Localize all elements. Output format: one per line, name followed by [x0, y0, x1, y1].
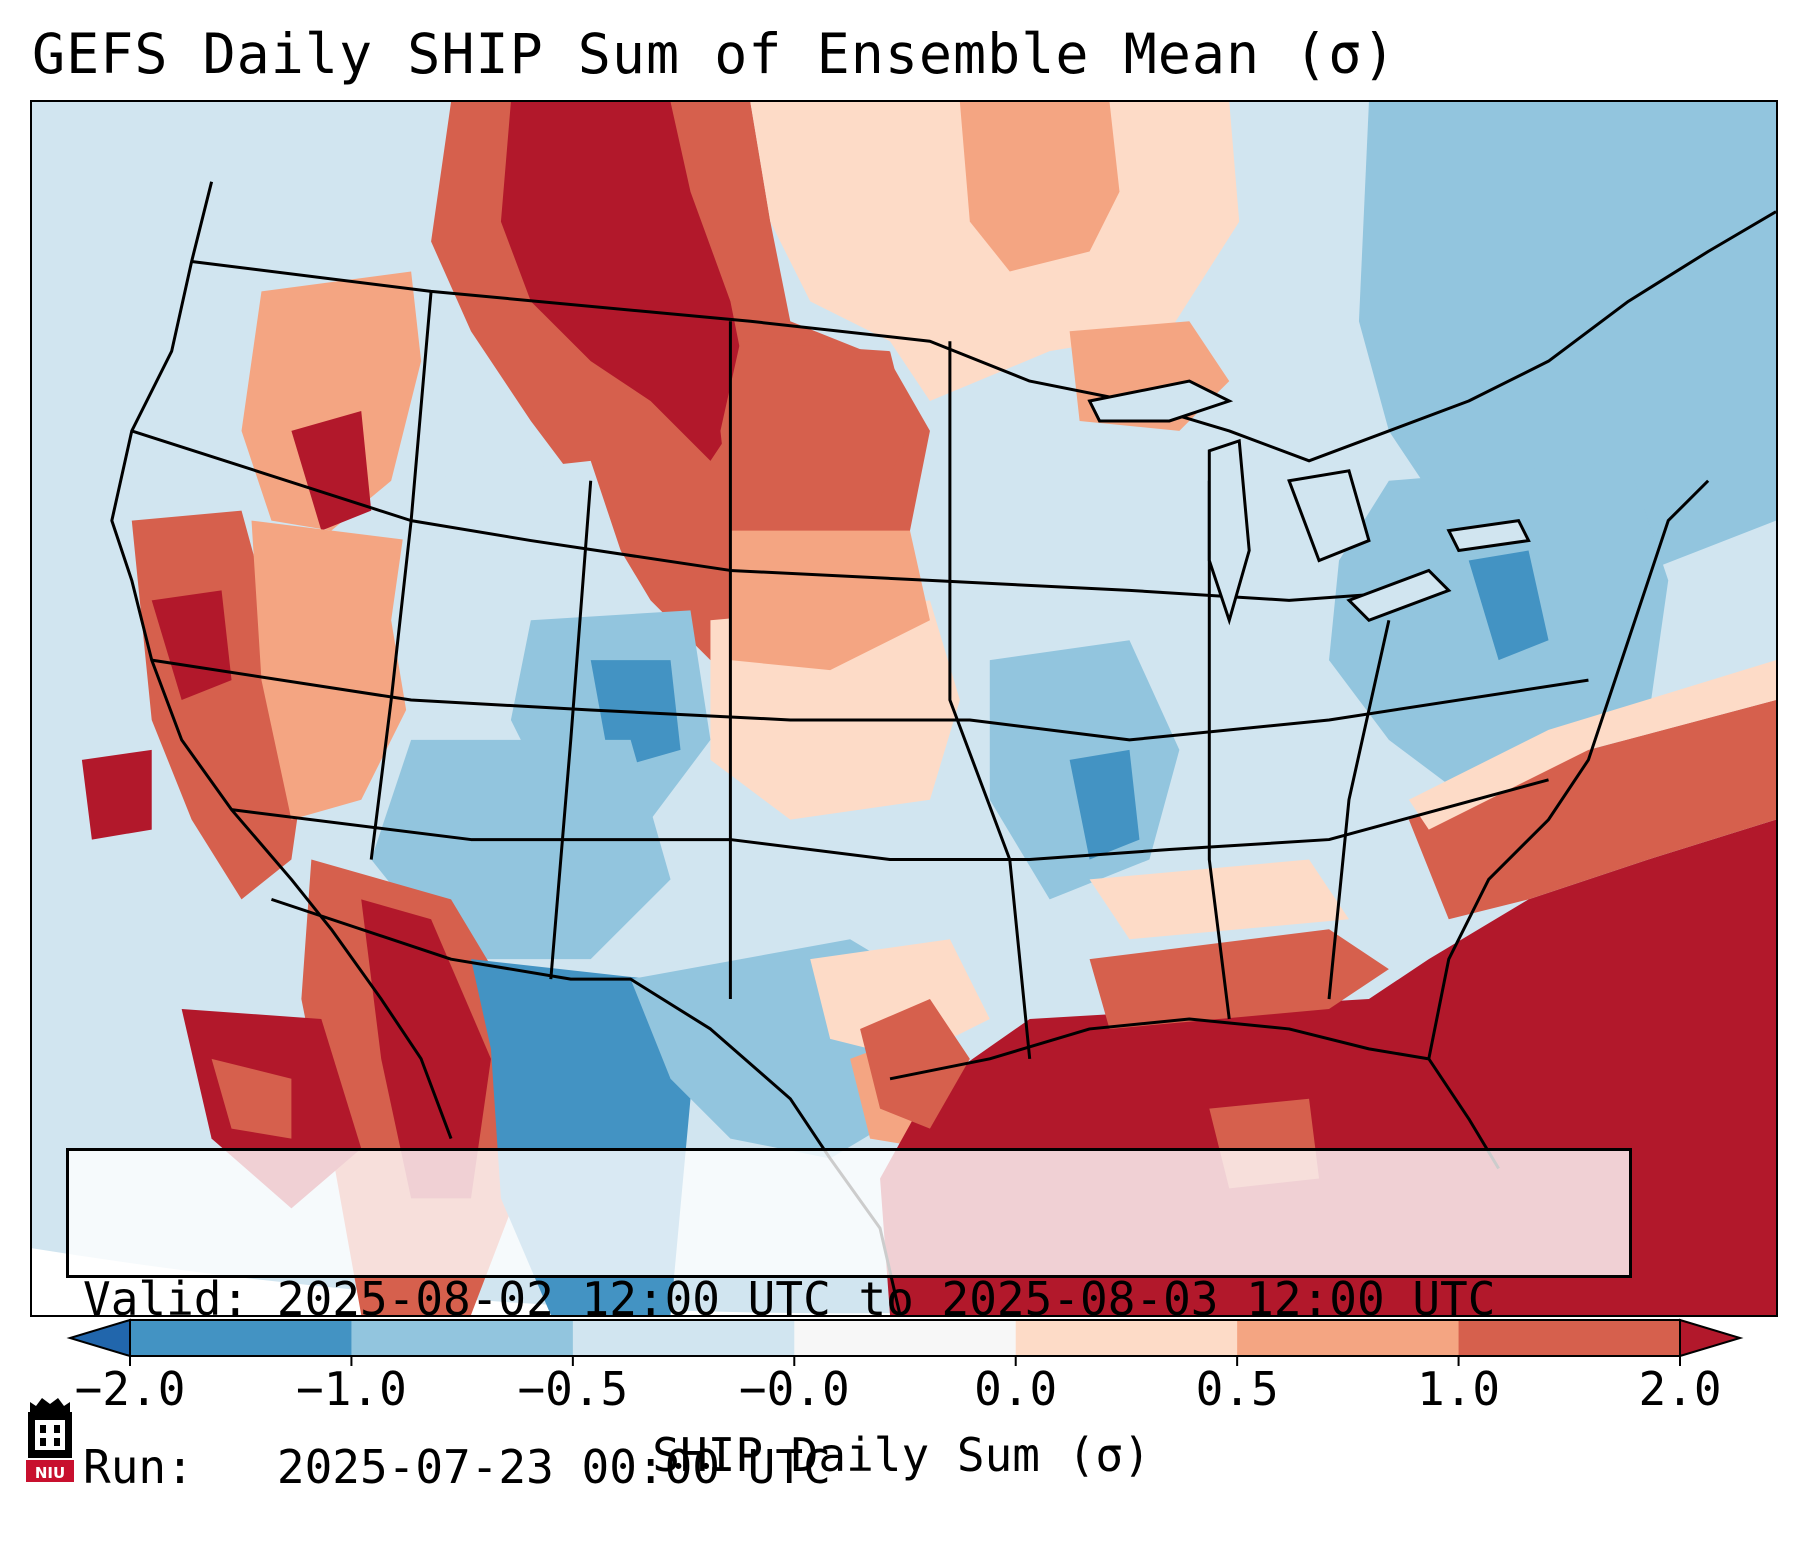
- us-canada-border: [191, 210, 1776, 463]
- valid-value: 2025-08-02 12:00 UTC to 2025-08-03 12:00…: [276, 1272, 1496, 1326]
- state-line-8: [549, 480, 593, 980]
- map-panel: [30, 100, 1778, 1317]
- colorbar-bin: [1237, 1320, 1460, 1356]
- state-line-6: [948, 341, 1032, 1059]
- lake-erie: [1346, 568, 1452, 623]
- state-line-9: [1327, 619, 1391, 1000]
- colorbar: [66, 1318, 1744, 1366]
- validity-info-box: Valid: 2025-08-02 12:00 UTC to 2025-08-0…: [66, 1148, 1632, 1494]
- colorbar-bin: [130, 1320, 352, 1356]
- colorbar-bin: [572, 1320, 795, 1356]
- state-line-3: [151, 658, 1589, 742]
- run-value: 2025-07-23 00:00 UTC: [276, 1440, 831, 1494]
- valid-row: Valid: 2025-08-02 12:00 UTC to 2025-08-0…: [83, 1271, 1615, 1327]
- colorbar-tick-label: 0.0: [974, 1362, 1058, 1416]
- run-row: Run: 2025-07-23 00:00 UTC: [83, 1439, 1615, 1495]
- lake-huron: [1287, 469, 1371, 563]
- colorbar-tick-label: −2.0: [74, 1362, 186, 1416]
- west-coastline: [110, 181, 453, 1140]
- colorbar-bin: [1015, 1320, 1238, 1356]
- great-lakes: [1087, 379, 1531, 626]
- gulf-coastline: [889, 1017, 1500, 1170]
- colorbar-tick-label: 2.0: [1638, 1362, 1722, 1416]
- lake-michigan: [1207, 438, 1251, 626]
- colorbar-bin: [1458, 1320, 1681, 1356]
- niu-logo: NIU: [22, 1392, 78, 1484]
- map-title: GEFS Daily SHIP Sum of Ensemble Mean (σ): [32, 22, 1397, 86]
- run-label: Run:: [83, 1440, 194, 1494]
- colorbar-svg: [66, 1318, 1744, 1366]
- colorbar-outline: [129, 1319, 1681, 1357]
- colorbar-bin: [794, 1320, 1017, 1356]
- colorbar-tick-label: −0.0: [738, 1362, 850, 1416]
- east-coastline: [1427, 479, 1710, 1060]
- state-line-4: [231, 778, 1549, 861]
- colorbar-label: SHIP Daily Sum (σ): [652, 1428, 1151, 1482]
- niu-logo-icon: [26, 1398, 74, 1482]
- state-line-1: [369, 291, 433, 860]
- niu-logo-text: NIU: [34, 1464, 66, 1482]
- colorbar-tick-label: 1.0: [1417, 1362, 1501, 1416]
- anomaly-field: [81, 102, 1776, 1315]
- valid-label: Valid:: [83, 1272, 250, 1326]
- state-line-7: [1207, 480, 1231, 1020]
- ship-anomaly-map: [32, 102, 1776, 1315]
- colorbar-extend-low: [66, 1318, 131, 1358]
- colorbar-extend-high: [1679, 1318, 1744, 1358]
- colorbar-tick-label: −1.0: [296, 1362, 407, 1416]
- colorbar-bin: [351, 1320, 574, 1356]
- state-line-2: [131, 429, 1429, 602]
- lake-superior: [1087, 379, 1234, 423]
- lake-ontario: [1446, 518, 1531, 553]
- colorbar-tick-label: 0.5: [1195, 1362, 1279, 1416]
- colorbar-tick-label: −0.5: [517, 1362, 629, 1416]
- map-boundaries: [110, 181, 1776, 1315]
